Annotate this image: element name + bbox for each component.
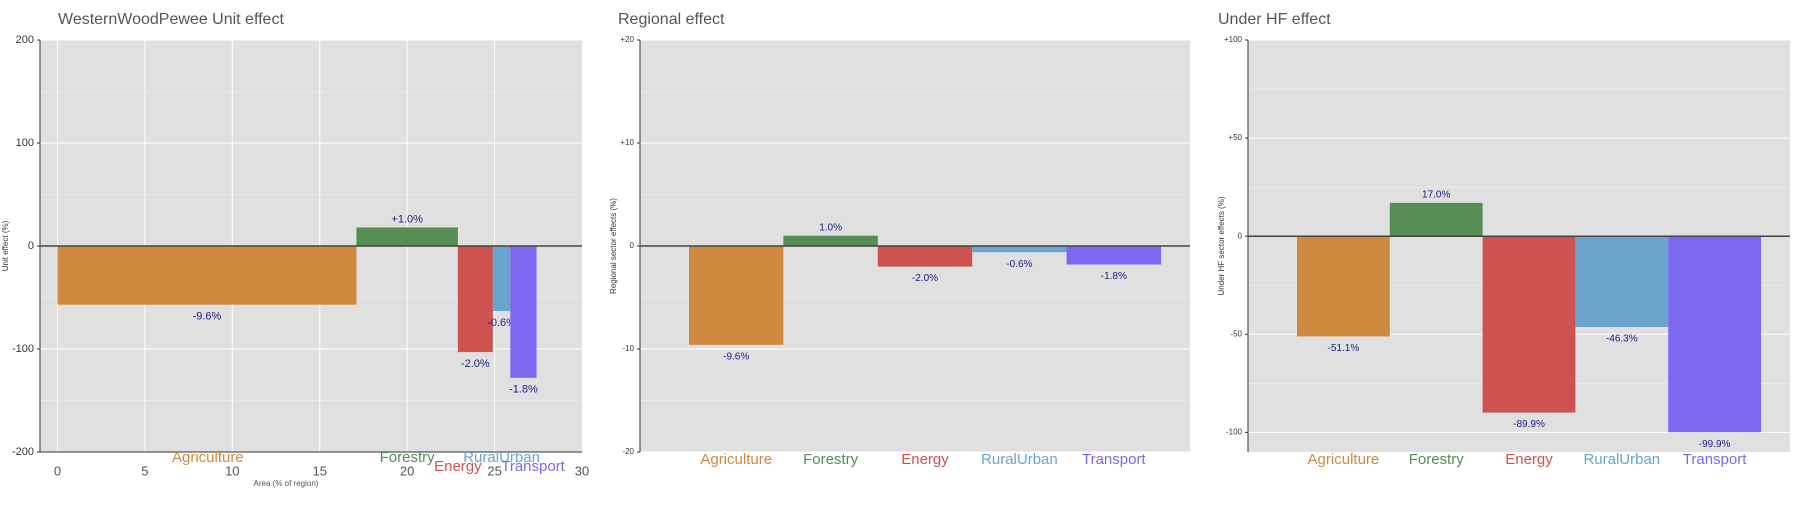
category-label-transport: Transport <box>501 458 565 475</box>
y-tick-label: -200 <box>12 446 34 458</box>
bar-value-label: -2.0% <box>912 273 938 284</box>
y-axis-label: Regional sector effects (%) <box>609 198 618 294</box>
category-label-ruralurban: RuralUrban <box>981 451 1058 468</box>
chart-panel-1: WesternWoodPewee Unit effect-200-1000100… <box>1 11 589 488</box>
chart-panel-3: Under HF effect -100 -50 0 +50 +100 Under HF s… <box>1217 11 1790 468</box>
x-tick-label: 20 <box>400 463 414 478</box>
category-label-energy: Energy <box>434 458 482 475</box>
y-tick-label: 0 <box>630 241 635 250</box>
category-label-agriculture: Agriculture <box>1308 451 1380 468</box>
bar-value-label: -46.3% <box>1606 334 1638 345</box>
x-tick-label: 15 <box>313 463 327 478</box>
bar-value-label: -0.6% <box>1006 259 1032 270</box>
chart-title: WesternWoodPewee Unit effect <box>58 11 284 28</box>
category-label-ruralurban: RuralUrban <box>463 449 540 466</box>
bar-value-label: 17.0% <box>1422 189 1450 200</box>
category-label-forestry: Forestry <box>1409 451 1465 468</box>
chart-title: Regional effect <box>618 11 725 28</box>
chart-title: Under HF effect <box>1218 11 1331 28</box>
bar-agriculture <box>57 246 357 305</box>
bar-ruralurban <box>492 246 511 311</box>
y-tick-label: +20 <box>620 35 634 44</box>
bar-transport <box>1066 246 1161 265</box>
x-tick-label: 5 <box>141 463 148 478</box>
bar-value-label: -1.8% <box>509 384 538 396</box>
bar-value-label: -51.1% <box>1328 343 1360 354</box>
category-label-forestry: Forestry <box>380 449 436 466</box>
y-tick-label: 0 <box>28 240 34 252</box>
x-axis-label: Area (% of region) <box>254 479 319 488</box>
y-tick-label: +100 <box>1224 35 1243 44</box>
category-label-transport: Transport <box>1683 451 1747 468</box>
y-tick-label: +50 <box>1228 133 1242 142</box>
y-tick-label: +10 <box>620 138 634 147</box>
y-tick-label: -100 <box>12 343 34 355</box>
y-tick-label: -20 <box>622 447 634 456</box>
bar-forestry <box>783 235 878 246</box>
bar-agriculture <box>1297 236 1390 337</box>
bar-value-label: -99.9% <box>1699 439 1731 450</box>
y-axis-label: Under HF sector effects (%) <box>1217 196 1226 295</box>
bar-forestry <box>1389 202 1483 237</box>
bar-value-label: 1.0% <box>819 222 842 233</box>
bar-energy <box>1482 236 1576 413</box>
category-label-forestry: Forestry <box>803 451 859 468</box>
y-tick-label: -100 <box>1226 427 1243 436</box>
bar-value-label: -1.8% <box>1101 271 1127 282</box>
bar-forestry <box>356 227 458 246</box>
x-tick-label: 0 <box>54 463 61 478</box>
category-label-transport: Transport <box>1082 451 1146 468</box>
x-tick-label: 30 <box>575 463 589 478</box>
bar-value-label: -2.0% <box>461 358 490 370</box>
bar-transport <box>510 246 537 378</box>
bar-energy <box>457 246 493 353</box>
bar-energy <box>877 246 973 267</box>
category-label-agriculture: Agriculture <box>172 449 244 466</box>
bar-ruralurban <box>972 246 1067 253</box>
bar-value-label: -9.6% <box>193 311 222 323</box>
y-tick-label: 200 <box>16 34 34 46</box>
bar-ruralurban <box>1575 236 1669 328</box>
bar-value-label: +1.0% <box>391 213 423 225</box>
y-tick-label: 0 <box>1238 231 1243 240</box>
bar-agriculture <box>689 246 784 345</box>
bar-value-label: -9.6% <box>723 352 749 363</box>
category-label-energy: Energy <box>901 451 949 468</box>
bar-value-label: -89.9% <box>1513 419 1545 430</box>
y-tick-label: 100 <box>16 137 34 149</box>
y-axis-label: Unit effect (%) <box>1 220 10 271</box>
bar-value-label: -0.6% <box>487 317 516 329</box>
x-tick-label: 25 <box>487 463 501 478</box>
category-label-energy: Energy <box>1505 451 1553 468</box>
bar-transport <box>1668 236 1761 433</box>
y-tick-label: -10 <box>622 344 634 353</box>
chart-panel-2: Regional effect -20 -10 0 +10 +20 Regional sec… <box>609 11 1190 468</box>
y-tick-label: -50 <box>1230 329 1242 338</box>
x-tick-label: 10 <box>225 463 239 478</box>
category-label-ruralurban: RuralUrban <box>1583 451 1660 468</box>
category-label-agriculture: Agriculture <box>700 451 772 468</box>
